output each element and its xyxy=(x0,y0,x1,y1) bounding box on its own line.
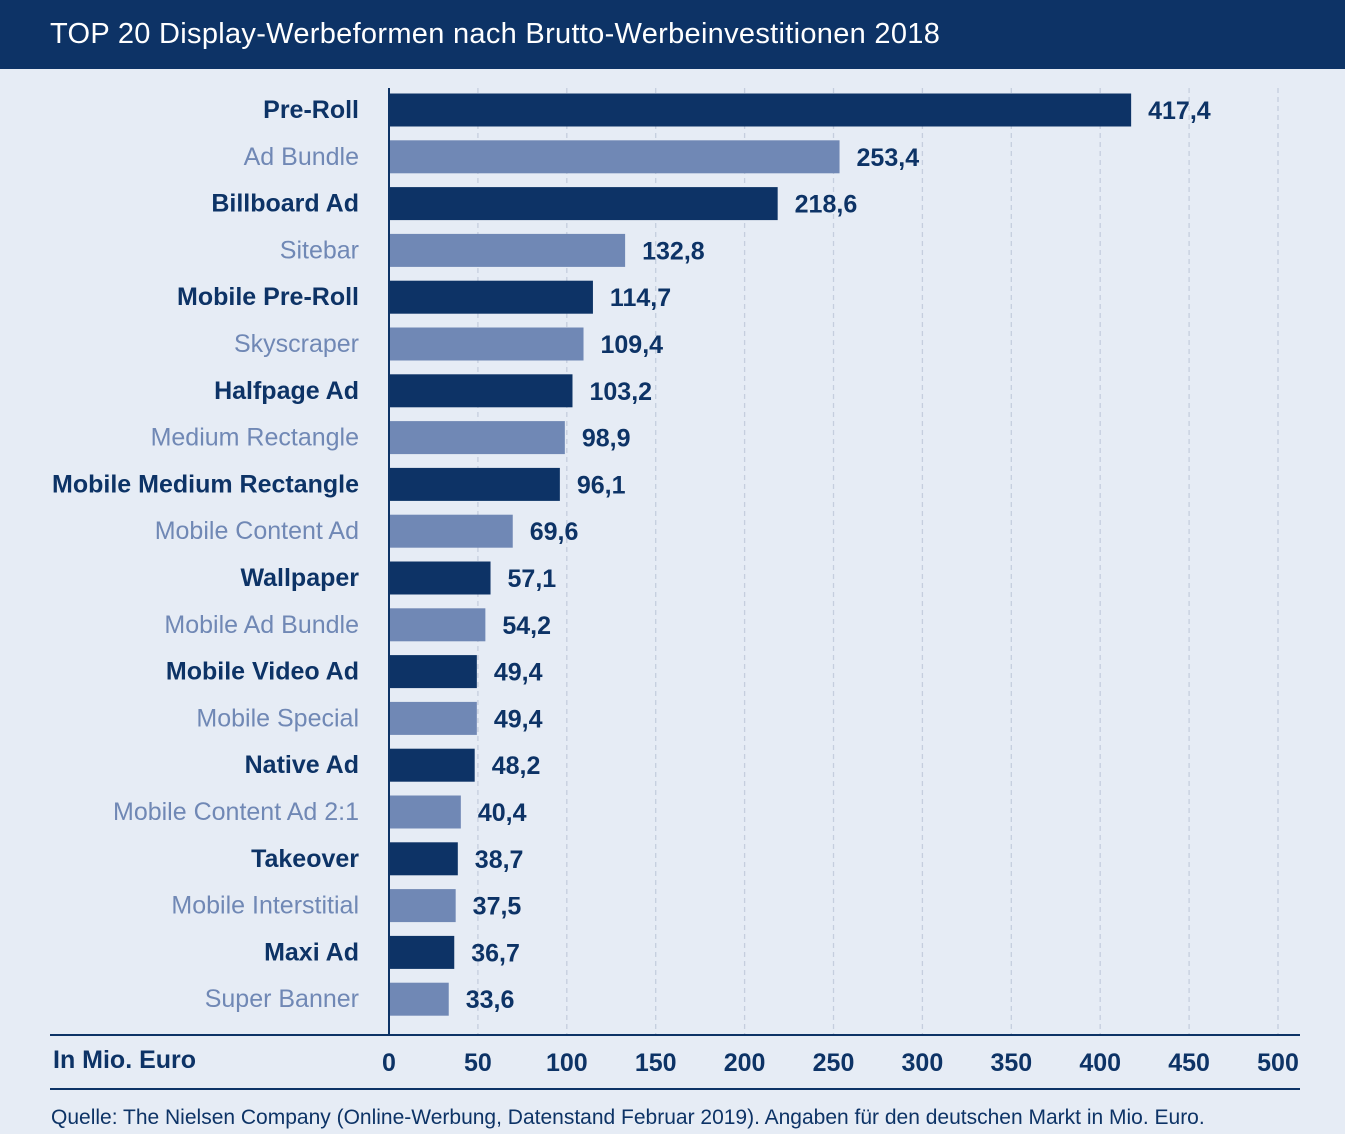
value-label-3: 218,6 xyxy=(795,191,858,219)
bar-1 xyxy=(389,93,1132,127)
value-label-17: 38,7 xyxy=(475,846,524,874)
category-label-3: Billboard Ad xyxy=(211,190,359,218)
x-tick-label-250: 250 xyxy=(813,1049,855,1077)
value-label-5: 114,7 xyxy=(610,284,671,312)
category-label-7: Halfpage Ad xyxy=(214,377,359,405)
category-label-12: Mobile Ad Bundle xyxy=(164,611,359,639)
bar-7 xyxy=(389,374,573,408)
x-tick-label-350: 350 xyxy=(990,1049,1032,1077)
category-label-6: Skyscraper xyxy=(234,330,359,358)
bar-6 xyxy=(389,327,584,361)
bar-chart: Pre-Roll 417,4 Ad Bundle 253,4 Billboard Ad 2… xyxy=(50,88,1300,1090)
value-label-14: 49,4 xyxy=(494,705,543,733)
value-label-11: 57,1 xyxy=(508,565,557,593)
x-tick-label-100: 100 xyxy=(546,1049,588,1077)
source-note: Quelle: The Nielsen Company (Online-Werb… xyxy=(51,1106,1205,1129)
value-label-9: 96,1 xyxy=(577,471,626,499)
value-label-18: 37,5 xyxy=(473,893,522,921)
bar-12 xyxy=(389,608,486,642)
category-label-2: Ad Bundle xyxy=(244,143,359,171)
right-edge-strip xyxy=(1345,0,1349,1134)
bar-5 xyxy=(389,280,593,314)
bar-11 xyxy=(389,561,491,595)
value-label-13: 49,4 xyxy=(494,659,543,687)
x-tick-label-50: 50 xyxy=(464,1049,492,1077)
value-label-15: 48,2 xyxy=(492,752,541,780)
category-label-19: Maxi Ad xyxy=(264,938,359,966)
category-label-8: Medium Rectangle xyxy=(151,424,359,452)
bar-8 xyxy=(389,421,565,455)
x-tick-label-300: 300 xyxy=(902,1049,944,1077)
bar-4 xyxy=(389,233,626,267)
chart-title: TOP 20 Display-Werbeformen nach Brutto-W… xyxy=(50,18,941,50)
category-label-16: Mobile Content Ad 2:1 xyxy=(113,798,359,826)
bar-15 xyxy=(389,748,475,782)
x-tick-label-450: 450 xyxy=(1168,1049,1210,1077)
x-tick-label-150: 150 xyxy=(635,1049,677,1077)
category-label-15: Native Ad xyxy=(245,751,359,779)
category-label-13: Mobile Video Ad xyxy=(166,658,359,686)
x-tick-label-500: 500 xyxy=(1257,1049,1299,1077)
bar-13 xyxy=(389,655,477,689)
category-label-14: Mobile Special xyxy=(196,704,359,732)
value-label-4: 132,8 xyxy=(642,237,705,265)
value-label-10: 69,6 xyxy=(530,518,579,546)
bar-14 xyxy=(389,701,477,735)
value-label-16: 40,4 xyxy=(478,799,527,827)
value-label-20: 33,6 xyxy=(466,986,515,1014)
bar-10 xyxy=(389,514,513,548)
category-label-1: Pre-Roll xyxy=(263,96,359,124)
value-label-19: 36,7 xyxy=(471,939,520,967)
x-tick-label-0: 0 xyxy=(382,1049,396,1077)
bar-17 xyxy=(389,842,458,876)
bar-9 xyxy=(389,467,560,501)
category-label-5: Mobile Pre-Roll xyxy=(177,283,359,311)
category-label-4: Sitebar xyxy=(280,236,359,264)
chart-header: TOP 20 Display-Werbeformen nach Brutto-W… xyxy=(0,0,1345,69)
bar-16 xyxy=(389,795,461,829)
value-label-2: 253,4 xyxy=(857,144,920,172)
bar-3 xyxy=(389,187,778,221)
category-label-18: Mobile Interstitial xyxy=(171,892,359,920)
category-label-9: Mobile Medium Rectangle xyxy=(52,470,359,498)
value-label-8: 98,9 xyxy=(582,425,631,453)
bar-2 xyxy=(389,140,840,174)
category-label-11: Wallpaper xyxy=(240,564,359,592)
x-axis-label: In Mio. Euro xyxy=(53,1046,197,1074)
bar-18 xyxy=(389,889,456,923)
value-label-7: 103,2 xyxy=(589,378,652,406)
value-label-6: 109,4 xyxy=(601,331,664,359)
category-label-20: Super Banner xyxy=(205,985,359,1013)
category-label-17: Takeover xyxy=(251,845,359,873)
value-label-12: 54,2 xyxy=(502,612,551,640)
category-label-10: Mobile Content Ad xyxy=(155,517,359,545)
bar-20 xyxy=(389,982,449,1016)
x-tick-label-200: 200 xyxy=(724,1049,766,1077)
bar-19 xyxy=(389,935,455,969)
value-label-1: 417,4 xyxy=(1148,97,1211,125)
x-tick-label-400: 400 xyxy=(1079,1049,1121,1077)
